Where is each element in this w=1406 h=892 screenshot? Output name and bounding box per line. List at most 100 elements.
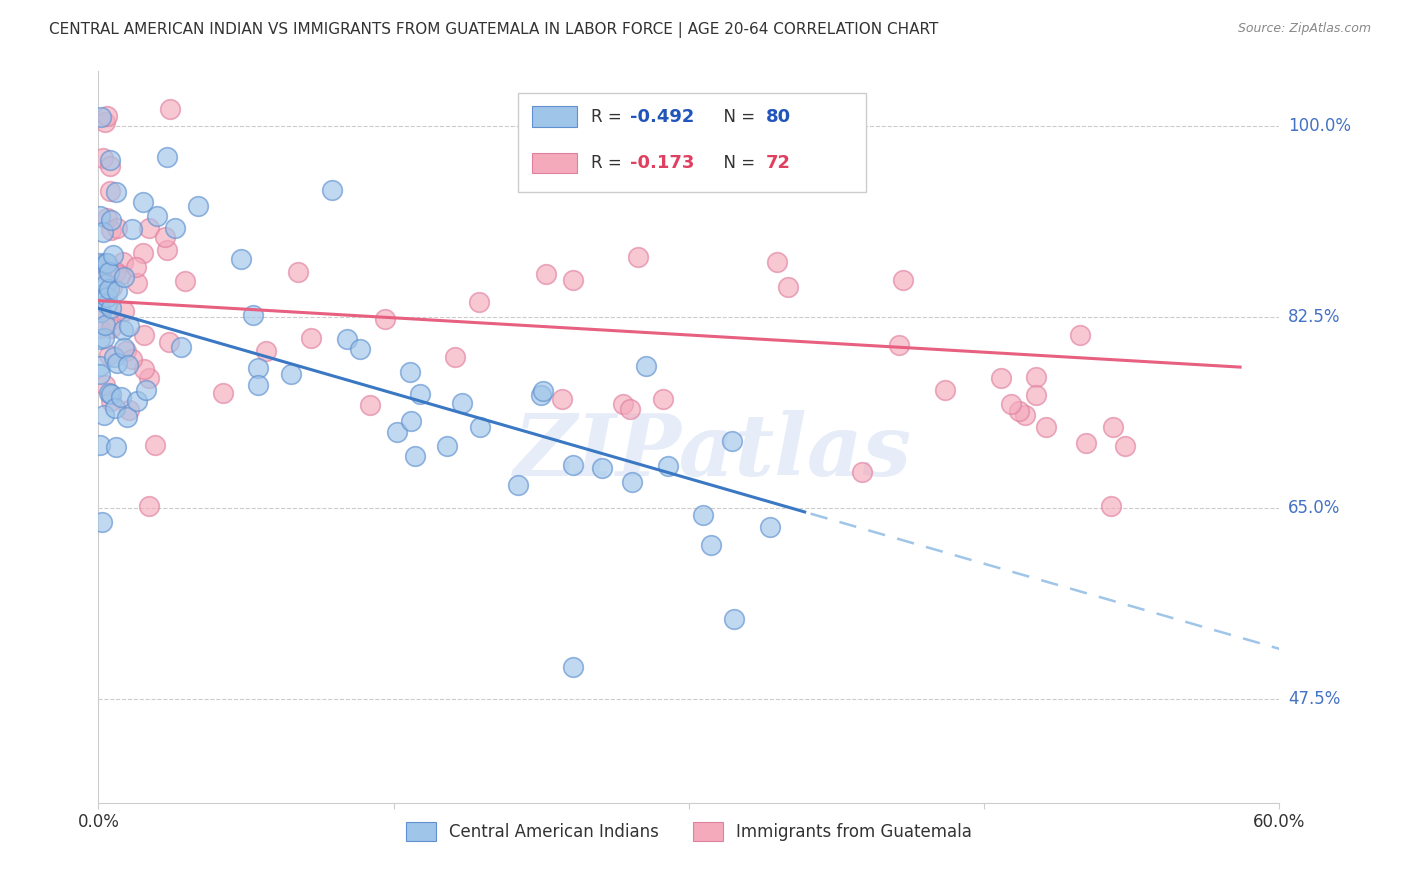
Point	[91, 516, 114, 530]
Point	[1076, 436, 1098, 450]
Bar	[531, 106, 576, 127]
Point	[1099, 500, 1122, 514]
Point	[692, 508, 714, 523]
Point	[436, 439, 458, 453]
Point	[1102, 420, 1125, 434]
Point	[287, 265, 309, 279]
Point	[359, 398, 381, 412]
Text: Source: ZipAtlas.com: Source: ZipAtlas.com	[1237, 22, 1371, 36]
Point	[591, 460, 613, 475]
Point	[104, 264, 127, 278]
Point	[89, 209, 111, 223]
Text: N =: N =	[713, 108, 759, 126]
Point	[561, 273, 583, 287]
Point	[94, 318, 117, 332]
Point	[132, 328, 155, 343]
Point	[620, 475, 643, 490]
Point	[934, 383, 956, 397]
Point	[156, 244, 179, 258]
Point	[98, 184, 121, 198]
Point	[103, 248, 125, 262]
Point	[93, 151, 115, 165]
Point	[98, 153, 121, 167]
Point	[91, 225, 114, 239]
Point	[115, 344, 138, 359]
Point	[612, 397, 634, 411]
Point	[115, 410, 138, 425]
Point	[1114, 439, 1136, 453]
Point	[626, 250, 648, 264]
Point	[398, 365, 420, 379]
Point	[89, 438, 111, 452]
Point	[1025, 370, 1047, 384]
Point	[121, 351, 143, 366]
Point	[242, 308, 264, 322]
Point	[163, 221, 186, 235]
Point	[98, 386, 121, 401]
Point	[105, 185, 128, 199]
Point	[111, 323, 134, 337]
Text: CENTRAL AMERICAN INDIAN VS IMMIGRANTS FROM GUATEMALA IN LABOR FORCE | AGE 20-64 : CENTRAL AMERICAN INDIAN VS IMMIGRANTS FR…	[49, 22, 939, 38]
Point	[145, 438, 167, 452]
Point	[118, 402, 141, 417]
Point	[776, 280, 799, 294]
Point	[89, 367, 111, 381]
Point	[990, 371, 1012, 385]
Point	[246, 361, 269, 376]
Point	[468, 294, 491, 309]
Point	[94, 115, 117, 129]
Point	[132, 195, 155, 210]
Point	[121, 222, 143, 236]
Point	[174, 274, 197, 288]
Point	[100, 320, 122, 334]
Bar	[531, 153, 576, 173]
Point	[1000, 397, 1022, 411]
Point	[89, 301, 111, 316]
Point	[187, 199, 209, 213]
Point	[93, 408, 115, 422]
Point	[534, 267, 557, 281]
Point	[1025, 387, 1047, 401]
Point	[100, 394, 122, 409]
Point	[96, 297, 118, 311]
Point	[98, 347, 121, 361]
Point	[720, 434, 742, 449]
Point	[138, 500, 160, 514]
Point	[96, 211, 118, 226]
Point	[100, 213, 122, 227]
Point	[134, 362, 156, 376]
Point	[562, 458, 585, 472]
Point	[374, 312, 396, 326]
Text: 47.5%: 47.5%	[1288, 690, 1340, 708]
Point	[159, 103, 181, 117]
Text: 80: 80	[766, 108, 790, 126]
Point	[94, 377, 117, 392]
Text: 72: 72	[766, 153, 790, 172]
Point	[112, 304, 135, 318]
Point	[468, 419, 491, 434]
Point	[1008, 404, 1031, 418]
Point	[409, 387, 432, 401]
Point	[506, 477, 529, 491]
Text: -0.492: -0.492	[630, 108, 695, 126]
Point	[89, 274, 111, 288]
Point	[765, 255, 787, 269]
Point	[91, 287, 114, 301]
Point	[349, 342, 371, 356]
Point	[100, 223, 122, 237]
Point	[105, 356, 128, 370]
Point	[96, 256, 118, 270]
Point	[89, 321, 111, 335]
Point	[96, 110, 118, 124]
Point	[229, 252, 252, 266]
Point	[100, 387, 122, 401]
Point	[619, 401, 641, 416]
Point	[125, 260, 148, 274]
Point	[146, 209, 169, 223]
Point	[529, 388, 551, 402]
Point	[105, 221, 128, 235]
Point	[105, 440, 128, 454]
Point	[561, 660, 583, 674]
Point	[891, 272, 914, 286]
FancyBboxPatch shape	[517, 94, 866, 192]
